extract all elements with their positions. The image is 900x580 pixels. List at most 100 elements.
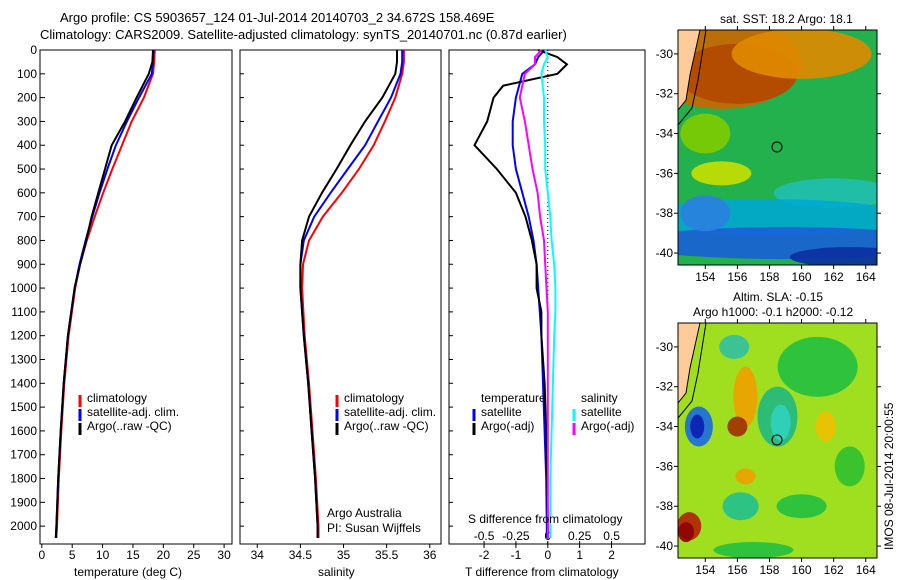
x-tick-label: 15 bbox=[126, 548, 140, 562]
legend2-clim: climatology bbox=[344, 391, 405, 405]
x-tick-label: 36 bbox=[423, 548, 437, 562]
y-tick-label: 800 bbox=[17, 233, 37, 247]
series-climatology bbox=[301, 50, 405, 538]
x-tick-label: 1 bbox=[576, 548, 583, 562]
y-tick-label: 1800 bbox=[10, 472, 37, 486]
lon-tick-label: 160 bbox=[792, 270, 812, 284]
y-tick-label: 1900 bbox=[10, 495, 37, 509]
y-tick-label: 200 bbox=[17, 91, 37, 105]
x-tick-label: 5 bbox=[69, 548, 76, 562]
y-tick-label: 1000 bbox=[10, 281, 37, 295]
map-anomaly bbox=[691, 161, 752, 186]
series-t-argo-adj- bbox=[473, 49, 569, 538]
coastline-land bbox=[678, 323, 701, 404]
lat-tick-label: -34 bbox=[656, 420, 674, 434]
y-tick-label: 1500 bbox=[10, 400, 37, 414]
legend1-argo: Argo(..raw -QC) bbox=[87, 419, 172, 433]
imos-timestamp: IMOS 08-Jul-2014 20:00:55 bbox=[882, 402, 896, 550]
legend3-t-sat: satellite bbox=[481, 405, 522, 419]
map-anomaly bbox=[789, 247, 877, 265]
series-s-satellite bbox=[540, 49, 557, 538]
series-argo bbox=[299, 50, 398, 538]
lon-tick-label: 156 bbox=[727, 270, 747, 284]
legend3-sal-title: salinity bbox=[581, 391, 618, 405]
y-tick-label: 700 bbox=[17, 210, 37, 224]
lat-tick-label: -38 bbox=[656, 206, 674, 220]
map-anomaly bbox=[770, 404, 791, 441]
lon-tick-label: 162 bbox=[824, 270, 844, 284]
map1-title: sat. SST: 18.2 Argo: 18.1 bbox=[720, 12, 853, 26]
panel-frame-1 bbox=[239, 49, 442, 545]
temp-xlabel: temperature (deg C) bbox=[74, 565, 183, 579]
sst-map: 154 156 158 160 162 164 -30 -32 -34 -36 -38 -40 bbox=[656, 26, 881, 284]
y-tick-label: 1600 bbox=[10, 424, 37, 438]
lat-tick-label: -32 bbox=[656, 87, 674, 101]
credit-line-1: Argo Australia bbox=[327, 506, 402, 520]
float-position-marker bbox=[771, 141, 783, 153]
x-tick-label: 0 bbox=[544, 548, 551, 562]
lat-tick-label: -38 bbox=[656, 499, 674, 513]
sla-map: 154 156 158 160 162 164 -30 -32 -34 -36 -38 -40 bbox=[656, 319, 881, 577]
y-tick-label: 1400 bbox=[10, 376, 37, 390]
map-anomaly bbox=[713, 542, 794, 558]
map-anomaly bbox=[680, 113, 731, 154]
lat-tick-label: -32 bbox=[656, 380, 674, 394]
y-tick-label: 100 bbox=[17, 67, 37, 81]
map-frame bbox=[677, 322, 878, 559]
series-climatology bbox=[55, 49, 156, 539]
y-tick-label: 900 bbox=[17, 257, 37, 271]
title-line-2: Climatology: CARS2009. Satellite-adjuste… bbox=[40, 27, 567, 42]
map-anomaly bbox=[733, 366, 758, 427]
x-tick-label: 25 bbox=[187, 548, 201, 562]
legend3-s-sat: satellite bbox=[581, 405, 622, 419]
legend3-s-argo: Argo(-adj) bbox=[581, 419, 635, 433]
sdiff-xlabel: S difference from climatology bbox=[468, 512, 623, 526]
lon-tick-label: 154 bbox=[695, 563, 715, 577]
legend3-t-argo: Argo(-adj) bbox=[481, 419, 535, 433]
lat-tick-label: -30 bbox=[656, 340, 674, 354]
x-tick-label: 0 bbox=[38, 548, 45, 562]
x-tick-label: 2 bbox=[608, 548, 615, 562]
tdiff-xlabel: T difference from climatology bbox=[465, 565, 619, 579]
x-tick-label: 34.5 bbox=[289, 548, 313, 562]
y-tick-label: 1300 bbox=[10, 352, 37, 366]
map-anomaly bbox=[735, 468, 756, 485]
x-tick-label: 20 bbox=[157, 548, 171, 562]
panel-frame-2 bbox=[448, 49, 646, 545]
series-s-argo-adj- bbox=[518, 49, 549, 538]
legend1-sat: satellite-adj. clim. bbox=[87, 405, 180, 419]
y-tick-label: 2000 bbox=[10, 519, 37, 533]
x-tick-label: -2 bbox=[479, 548, 490, 562]
isobath-line bbox=[678, 30, 707, 126]
map-anomaly bbox=[777, 336, 858, 397]
map-anomaly bbox=[731, 30, 872, 79]
x-tick-label: 35 bbox=[337, 548, 351, 562]
lon-tick-label: 164 bbox=[856, 270, 876, 284]
lat-tick-label: -36 bbox=[656, 166, 674, 180]
legend2-sat: satellite-adj. clim. bbox=[344, 405, 437, 419]
map-anomaly bbox=[722, 492, 759, 521]
isobath-line bbox=[678, 323, 707, 419]
map2-title-1: Altim. SLA: -0.15 bbox=[733, 290, 824, 304]
lon-tick-label: 154 bbox=[695, 270, 715, 284]
map-anomaly bbox=[834, 446, 865, 487]
x2-tick-label: 0.5 bbox=[603, 529, 620, 543]
legend2-argo: Argo(..raw -QC) bbox=[344, 419, 429, 433]
map-anomaly bbox=[678, 522, 695, 543]
map2-title-2: Argo h1000: -0.1 h2000: -0.12 bbox=[693, 305, 854, 319]
lon-tick-label: 160 bbox=[792, 563, 812, 577]
legend3-temp-title: temperature bbox=[481, 391, 546, 405]
y-tick-label: 300 bbox=[17, 114, 37, 128]
map-anomaly bbox=[719, 334, 750, 359]
y-tick-label: 500 bbox=[17, 162, 37, 176]
map-field bbox=[678, 323, 877, 558]
series-satellite-adj-clim- bbox=[54, 49, 155, 539]
y-tick-label: 1700 bbox=[10, 448, 37, 462]
sal-xlabel: salinity bbox=[318, 565, 355, 579]
series-argo bbox=[54, 49, 154, 539]
y-tick-label: 1200 bbox=[10, 329, 37, 343]
y-tick-label: 400 bbox=[17, 138, 37, 152]
lon-tick-label: 156 bbox=[727, 563, 747, 577]
